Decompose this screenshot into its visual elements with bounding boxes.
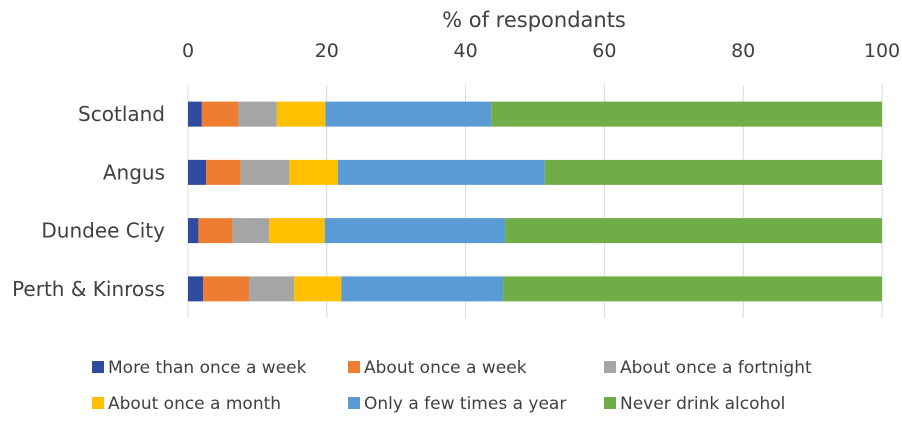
legend-label: Only a few times a year <box>364 394 566 414</box>
category-label: Dundee City <box>41 219 165 243</box>
bar-segment <box>341 276 504 302</box>
legend-swatch <box>92 397 104 409</box>
legend-label: About once a week <box>364 358 527 378</box>
x-tick-label: 80 <box>731 40 755 62</box>
bar-segment <box>206 159 241 185</box>
category-labels: Scotland Angus Dundee City Perth & Kinross <box>12 102 165 301</box>
bar-segment <box>269 218 325 244</box>
legend-label: More than once a week <box>108 358 307 378</box>
x-tick-label: 40 <box>454 40 478 62</box>
bar-segment <box>240 159 290 185</box>
legend-swatch <box>348 397 360 409</box>
bar-segment <box>188 101 202 127</box>
x-axis-label: % of respondants <box>442 8 626 32</box>
legend-label: Never drink alcohol <box>620 394 785 414</box>
bar-segment <box>238 101 277 127</box>
legend-label: About once a fortnight <box>620 358 812 378</box>
bar-segment <box>201 101 239 127</box>
bar-segment <box>491 101 882 127</box>
bar-segment <box>232 218 270 244</box>
x-tick-label: 60 <box>592 40 616 62</box>
category-label: Perth & Kinross <box>12 277 165 301</box>
legend-label: About once a month <box>108 394 281 414</box>
bar-segment <box>198 218 233 244</box>
legend-swatch <box>604 397 616 409</box>
bar-segment <box>289 159 338 185</box>
x-tick-label: 0 <box>182 40 194 62</box>
bar-segment <box>188 159 207 185</box>
legend-swatch <box>604 361 616 373</box>
bar-segment <box>325 101 492 127</box>
bar-segment <box>276 101 326 127</box>
x-tick-label: 100 <box>864 40 900 62</box>
bar-segment <box>294 276 342 302</box>
legend-swatch <box>348 361 360 373</box>
category-label: Angus <box>103 160 165 184</box>
legend-swatch <box>92 361 104 373</box>
bar-segment <box>188 276 204 302</box>
bar-segment <box>337 159 545 185</box>
category-label: Scotland <box>78 102 165 126</box>
legend: More than once a week About once a week Ab… <box>92 358 812 414</box>
bars <box>188 101 882 302</box>
x-tick-labels: 0 20 40 60 80 100 <box>182 40 900 62</box>
bar-segment <box>503 276 882 302</box>
bar-segment <box>249 276 295 302</box>
bar-segment <box>505 218 882 244</box>
x-tick-label: 20 <box>315 40 339 62</box>
bar-segment <box>203 276 250 302</box>
bar-segment <box>188 218 199 244</box>
bar-segment <box>544 159 882 185</box>
bar-segment <box>324 218 506 244</box>
